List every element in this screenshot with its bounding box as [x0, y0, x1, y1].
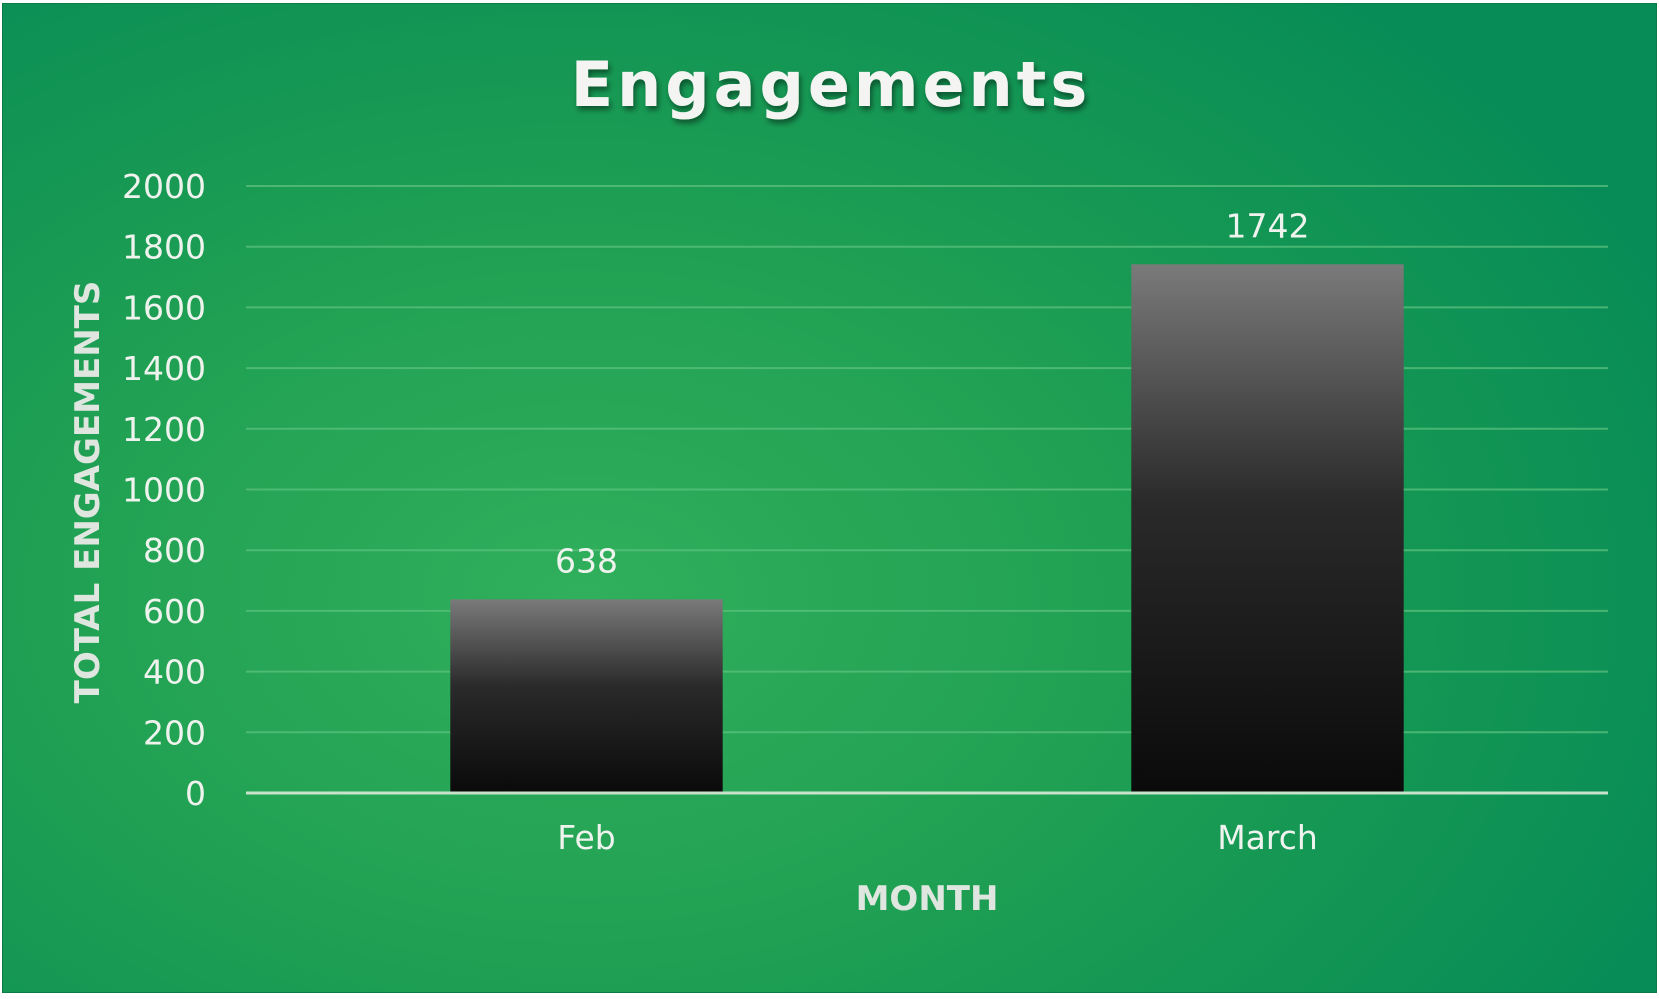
x-axis-ticks: Feb March [557, 818, 1318, 857]
x-axis-title: MONTH [856, 879, 999, 919]
y-axis-title: TOTAL ENGAGEMENTS [68, 281, 108, 704]
data-labels: 638 1742 [555, 206, 1309, 580]
y-tick-label: 0 [185, 774, 206, 813]
x-tick-label: March [1217, 818, 1318, 857]
y-tick-label: 400 [143, 653, 206, 692]
y-tick-label: 2000 [122, 167, 206, 206]
bar-chart: Engagements 0 200 400 600 800 1000 1200 1400 160… [68, 48, 1608, 919]
y-tick-label: 1200 [122, 410, 206, 449]
bars [450, 264, 1404, 794]
y-tick-label: 200 [143, 713, 206, 752]
bar [450, 599, 723, 793]
y-tick-label: 800 [143, 531, 206, 570]
y-tick-label: 1600 [122, 288, 206, 327]
chart-container: Engagements 0 200 400 600 800 1000 1200 1400 160… [2, 3, 1657, 993]
y-tick-label: 1400 [122, 349, 206, 388]
bar [1131, 264, 1404, 794]
y-tick-label: 600 [143, 592, 206, 631]
y-tick-label: 1000 [122, 471, 206, 510]
data-label: 1742 [1226, 206, 1310, 245]
x-tick-label: Feb [557, 818, 615, 857]
y-axis-ticks: 0 200 400 600 800 1000 1200 1400 1600 1800 2000 [122, 167, 206, 813]
y-tick-label: 1800 [122, 228, 206, 267]
data-label: 638 [555, 541, 618, 580]
chart-title: Engagements [571, 48, 1091, 121]
